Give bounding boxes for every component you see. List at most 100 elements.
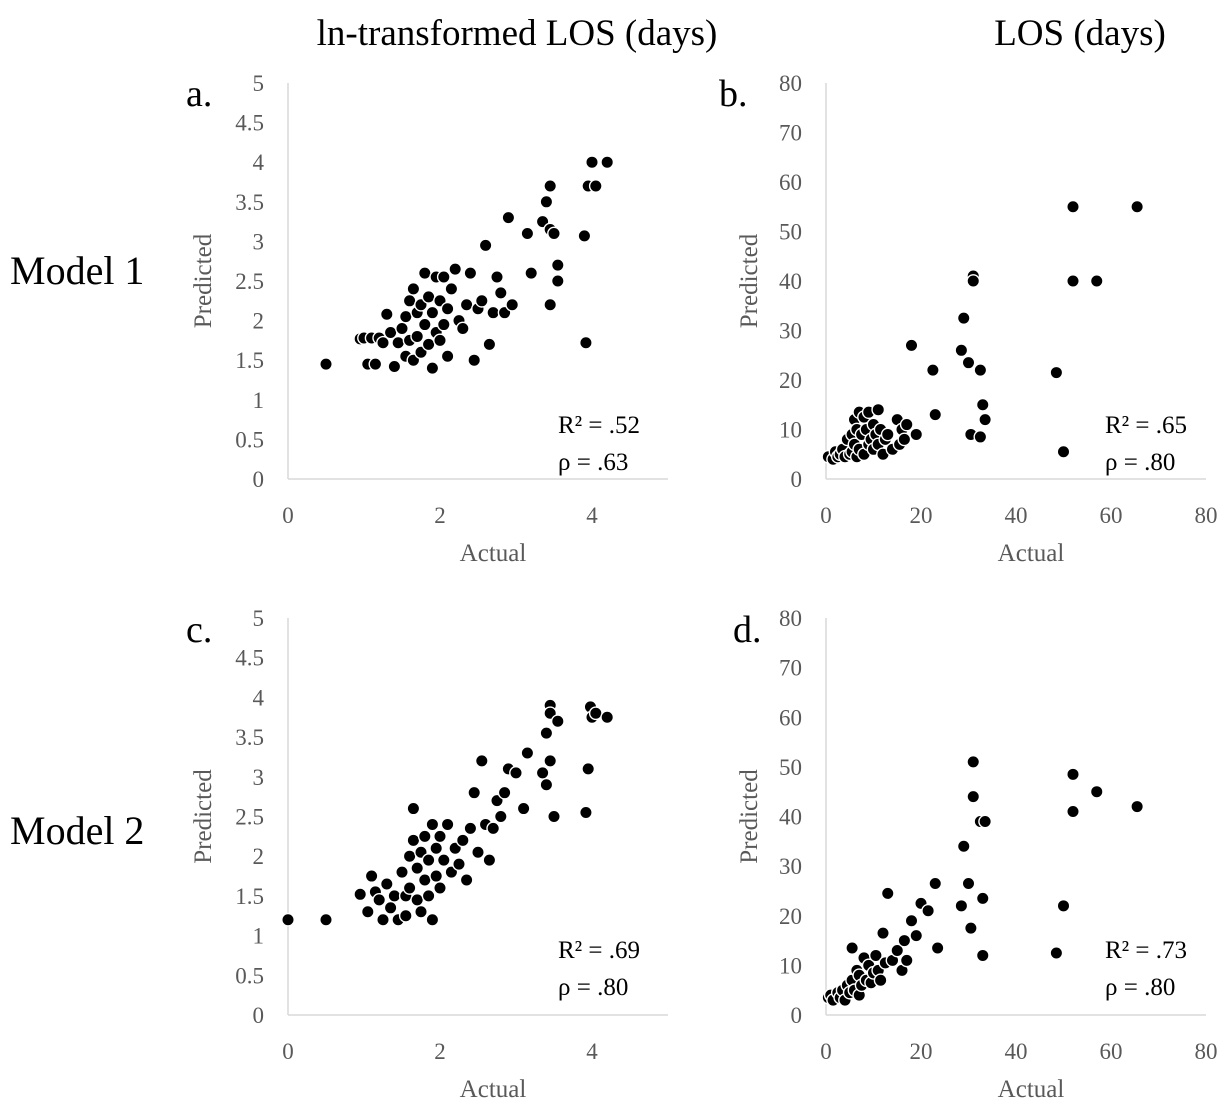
data-point [433, 333, 447, 348]
r-squared-annotation: R² = .73 [1105, 937, 1187, 964]
data-point [353, 887, 368, 902]
data-point [1089, 784, 1104, 799]
y-tick-label: 4.5 [235, 646, 264, 671]
x-tick-label: 0 [820, 1039, 832, 1064]
y-tick-label: 40 [779, 805, 802, 830]
y-tick-label: 4 [253, 150, 265, 175]
data-point [417, 317, 432, 332]
y-tick-label: 30 [779, 854, 802, 879]
chart-panels: 00.511.522.533.544.550 2 4ActualPredicteda… [186, 71, 1218, 1103]
data-point [402, 881, 417, 895]
data-point [364, 869, 379, 883]
y-tick-label: 1 [253, 388, 265, 413]
y-tick-label: 20 [779, 904, 802, 929]
y-tick-label: 1.5 [235, 884, 264, 909]
data-point [543, 754, 558, 768]
data-point [486, 305, 501, 320]
data-point [1066, 199, 1080, 214]
y-tick-label: 2 [253, 309, 265, 334]
data-point [520, 226, 535, 241]
y-tick-label: 1 [253, 924, 265, 949]
data-point [880, 427, 895, 442]
data-point [550, 714, 565, 729]
y-tick-label: 0.5 [235, 963, 264, 988]
data-point [395, 865, 409, 879]
data-point [387, 359, 402, 374]
data-point [973, 430, 988, 444]
data-point [930, 941, 945, 955]
x-tick-label: 2 [434, 503, 446, 528]
data-point [463, 266, 478, 280]
data-point [925, 363, 940, 377]
data-point [433, 829, 447, 844]
data-point [868, 948, 883, 963]
x-tick-label: 20 [910, 1039, 933, 1064]
y-tick-label: 2.5 [235, 805, 264, 830]
data-point [547, 809, 561, 824]
data-point [954, 898, 969, 913]
x-tick-label: 40 [1005, 1039, 1028, 1064]
x-axis-title: Actual [998, 540, 1065, 567]
y-tick-label: 40 [779, 269, 802, 294]
data-point [406, 282, 421, 296]
panel-label: c. [186, 609, 212, 651]
data-point [909, 928, 924, 943]
data-point [425, 305, 440, 320]
data-point [535, 765, 550, 780]
data-point [1130, 199, 1145, 214]
data-point [463, 821, 478, 836]
scatter-panel-1: 0 0.5 1 1.5 2 2.5 3 3.5 4 4.5 5 0 2 4 Actual Predicted a… [186, 71, 668, 567]
column-title-ln-los: ln-transformed LOS (days) [317, 13, 718, 54]
data-point [588, 706, 603, 721]
data-point [873, 973, 888, 988]
y-tick-label: 2.5 [235, 269, 264, 294]
r-squared-annotation: R² = .52 [558, 412, 640, 439]
data-point [520, 746, 535, 760]
data-point [1089, 274, 1104, 288]
y-tick-label: 3.5 [235, 725, 264, 750]
data-point [414, 904, 428, 919]
y-tick-label: 0 [253, 467, 265, 492]
data-point [550, 258, 565, 273]
data-point [890, 943, 905, 958]
data-point [509, 765, 523, 780]
y-tick-label: 0 [253, 1003, 265, 1028]
x-axis-title: Actual [998, 1076, 1065, 1103]
data-point [973, 363, 988, 377]
data-point [368, 357, 383, 372]
y-tick-label: 0 [791, 467, 803, 492]
data-point [482, 337, 497, 352]
data-point [395, 321, 409, 336]
data-point [376, 335, 390, 350]
data-point [956, 839, 971, 854]
data-point [440, 349, 455, 364]
data-point [402, 293, 417, 308]
data-point [516, 801, 531, 816]
data-point [417, 829, 432, 844]
data-point [880, 886, 895, 901]
data-point [904, 913, 919, 928]
data-point [577, 228, 592, 243]
data-point [459, 297, 474, 312]
data-point [899, 953, 914, 968]
rho-annotation: ρ = .80 [1105, 449, 1175, 476]
data-point [539, 726, 554, 741]
data-point [319, 357, 333, 372]
data-point [440, 817, 455, 832]
scatter-panel-3: 0 0.5 1 1.5 2 2.5 3 3.5 4 4.5 5 0 2 4 Actual Predicted c… [186, 606, 668, 1103]
scatter-panel-4: 0 10 20 30 40 50 60 70 80 0 20 40 60 80 Actual Predicte… [733, 606, 1218, 1103]
data-point [539, 194, 554, 209]
data-point [417, 873, 432, 887]
data-point [904, 338, 919, 353]
data-point [954, 343, 969, 358]
x-tick-label: 60 [1100, 503, 1123, 528]
row-label-model-2: Model 2 [10, 808, 144, 853]
data-point [961, 355, 976, 370]
x-tick-label: 2 [434, 1039, 446, 1064]
data-point [281, 912, 295, 927]
data-point [1056, 898, 1071, 913]
panel-label: b. [719, 73, 748, 115]
y-tick-label: 3 [253, 765, 265, 790]
y-tick-label: 0.5 [235, 427, 264, 452]
